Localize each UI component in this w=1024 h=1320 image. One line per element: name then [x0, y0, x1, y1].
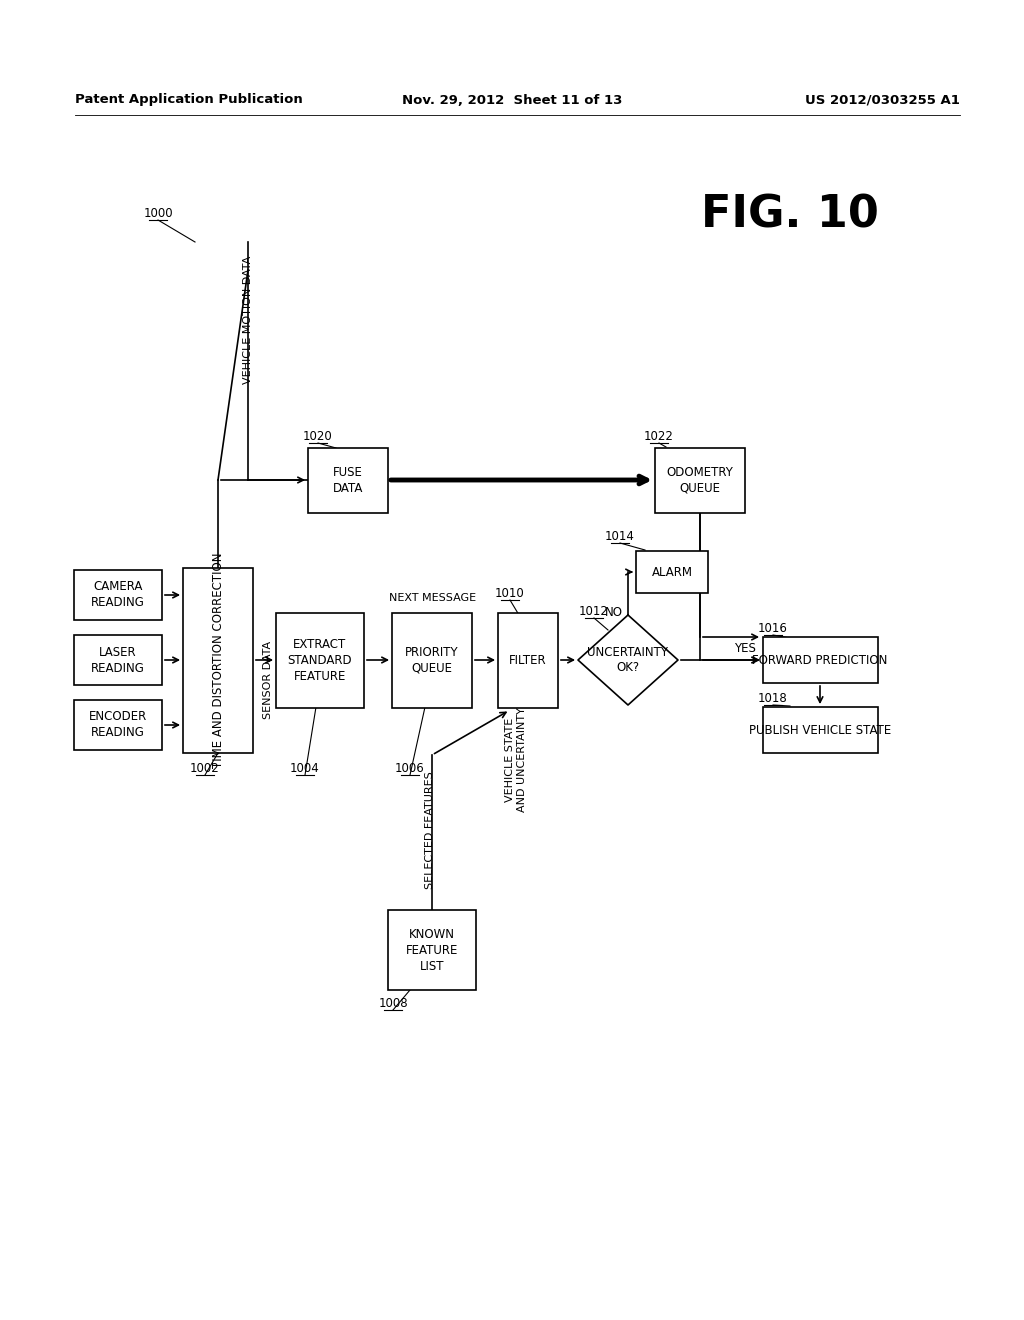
FancyBboxPatch shape: [276, 612, 364, 708]
Text: FIG. 10: FIG. 10: [701, 194, 879, 236]
Text: 1006: 1006: [395, 762, 425, 775]
Text: PUBLISH VEHICLE STATE: PUBLISH VEHICLE STATE: [749, 723, 891, 737]
Text: SELECTED FEATURES: SELECTED FEATURES: [425, 771, 435, 888]
FancyBboxPatch shape: [183, 568, 253, 752]
Text: 1016: 1016: [758, 622, 787, 635]
FancyBboxPatch shape: [74, 570, 162, 620]
FancyBboxPatch shape: [636, 550, 708, 593]
Text: EXTRACT
STANDARD
FEATURE: EXTRACT STANDARD FEATURE: [288, 638, 352, 682]
FancyBboxPatch shape: [74, 635, 162, 685]
Text: NEXT MESSAGE: NEXT MESSAGE: [389, 593, 476, 603]
Text: 1000: 1000: [143, 207, 173, 220]
Text: PRIORITY
QUEUE: PRIORITY QUEUE: [406, 645, 459, 675]
Text: 1008: 1008: [378, 997, 408, 1010]
Text: 1002: 1002: [190, 762, 220, 775]
FancyBboxPatch shape: [74, 700, 162, 750]
Text: ENCODER
READING: ENCODER READING: [89, 710, 147, 739]
Text: UNCERTAINTY
OK?: UNCERTAINTY OK?: [588, 645, 669, 675]
Text: 1014: 1014: [605, 531, 635, 543]
Text: Patent Application Publication: Patent Application Publication: [75, 94, 303, 107]
FancyBboxPatch shape: [763, 708, 878, 752]
FancyBboxPatch shape: [763, 638, 878, 682]
Text: Nov. 29, 2012  Sheet 11 of 13: Nov. 29, 2012 Sheet 11 of 13: [401, 94, 623, 107]
Text: 1010: 1010: [496, 587, 525, 601]
Text: TIME AND DISTORTION CORRECTION: TIME AND DISTORTION CORRECTION: [212, 552, 224, 768]
Text: 1022: 1022: [644, 430, 674, 444]
Text: ODOMETRY
QUEUE: ODOMETRY QUEUE: [667, 466, 733, 495]
Text: ALARM: ALARM: [651, 565, 692, 578]
Text: FILTER: FILTER: [509, 653, 547, 667]
Text: 1004: 1004: [290, 762, 319, 775]
FancyBboxPatch shape: [655, 447, 745, 512]
Text: YES: YES: [734, 642, 756, 655]
FancyBboxPatch shape: [388, 909, 476, 990]
Text: VEHICLE STATE
AND UNCERTAINTY: VEHICLE STATE AND UNCERTAINTY: [505, 708, 526, 812]
Text: FUSE
DATA: FUSE DATA: [333, 466, 364, 495]
FancyBboxPatch shape: [308, 447, 388, 512]
Text: KNOWN
FEATURE
LIST: KNOWN FEATURE LIST: [406, 928, 458, 973]
Text: US 2012/0303255 A1: US 2012/0303255 A1: [805, 94, 961, 107]
Text: VEHICLE MOTION DATA: VEHICLE MOTION DATA: [243, 256, 253, 384]
Text: CAMERA
READING: CAMERA READING: [91, 581, 145, 610]
Text: NO: NO: [605, 606, 623, 619]
Text: LASER
READING: LASER READING: [91, 645, 145, 675]
Text: SENSOR DATA: SENSOR DATA: [263, 642, 273, 719]
Text: 1018: 1018: [758, 692, 787, 705]
FancyBboxPatch shape: [498, 612, 558, 708]
Text: 1012: 1012: [579, 605, 609, 618]
Text: 1020: 1020: [303, 430, 333, 444]
FancyBboxPatch shape: [392, 612, 472, 708]
Text: FORWARD PREDICTION: FORWARD PREDICTION: [753, 653, 888, 667]
